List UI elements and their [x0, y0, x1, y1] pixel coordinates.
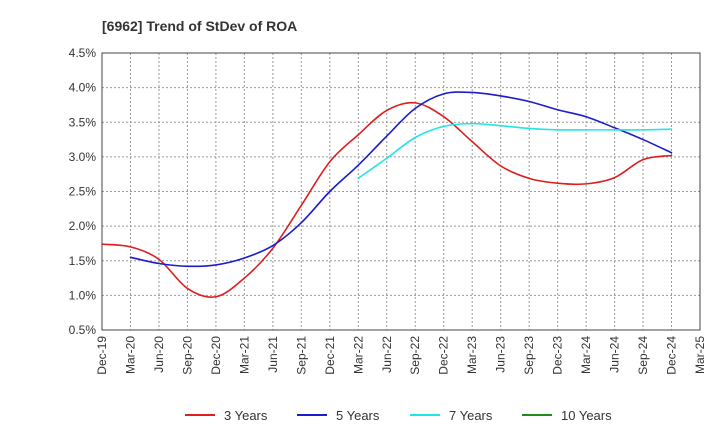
y-tick-label: 2.5% — [69, 185, 97, 199]
x-tick-label: Dec-19 — [95, 336, 109, 375]
x-tick-label: Jun-24 — [608, 336, 622, 373]
x-tick-label: Jun-20 — [152, 336, 166, 373]
x-tick-label: Mar-20 — [123, 336, 137, 374]
x-tick-label: Dec-20 — [209, 336, 223, 375]
legend-label-5-years: 5 Years — [336, 408, 380, 423]
y-axis: 0.5% 1.0% 1.5% 2.0% 2.5% 3.0% 3.5% 4.0% 4.5% — [69, 46, 97, 337]
x-tick-label: Sep-24 — [636, 336, 650, 375]
x-tick-label: Mar-25 — [693, 336, 707, 374]
x-tick-label: Mar-23 — [465, 336, 479, 374]
legend-label-7-years: 7 Years — [449, 408, 493, 423]
legend-label-10-years: 10 Years — [561, 408, 612, 423]
chart-title: [6962] Trend of StDev of ROA — [102, 18, 297, 34]
y-tick-label: 2.0% — [69, 219, 97, 233]
y-tick-label: 0.5% — [69, 323, 97, 337]
y-tick-label: 1.5% — [69, 254, 97, 268]
x-tick-label: Dec-23 — [551, 336, 565, 375]
y-tick-label: 1.0% — [69, 288, 97, 302]
x-tick-label: Dec-22 — [437, 336, 451, 375]
series-line-3-years — [101, 101, 673, 298]
x-tick-label: Sep-22 — [408, 336, 422, 375]
series-line-5-years — [129, 91, 673, 268]
x-tick-label: Jun-23 — [494, 336, 508, 373]
legend-label-3-years: 3 Years — [224, 408, 268, 423]
x-tick-label: Jun-21 — [266, 336, 280, 373]
x-tick-label: Mar-22 — [351, 336, 365, 374]
series-line-7-years — [357, 122, 673, 180]
x-tick-label: Sep-21 — [294, 336, 308, 375]
x-tick-label: Jun-22 — [380, 336, 394, 373]
x-tick-label: Dec-21 — [323, 336, 337, 375]
y-tick-label: 4.5% — [69, 46, 97, 60]
grid — [101, 52, 701, 331]
y-tick-label: 3.0% — [69, 150, 97, 164]
series-lines — [101, 91, 673, 298]
x-tick-label: Dec-24 — [665, 336, 679, 375]
x-tick-label: Sep-20 — [180, 336, 194, 375]
y-tick-label: 4.0% — [69, 81, 97, 95]
x-tick-label: Mar-21 — [237, 336, 251, 374]
legend: 3 Years 5 Years 7 Years 10 Years — [185, 408, 612, 423]
y-tick-label: 3.5% — [69, 115, 97, 129]
x-axis: Dec-19 Mar-20 Jun-20 Sep-20 Dec-20 Mar-21 Jun-… — [95, 336, 707, 375]
x-tick-label: Sep-23 — [522, 336, 536, 375]
plot-frame — [101, 52, 701, 331]
x-tick-label: Mar-24 — [579, 336, 593, 374]
